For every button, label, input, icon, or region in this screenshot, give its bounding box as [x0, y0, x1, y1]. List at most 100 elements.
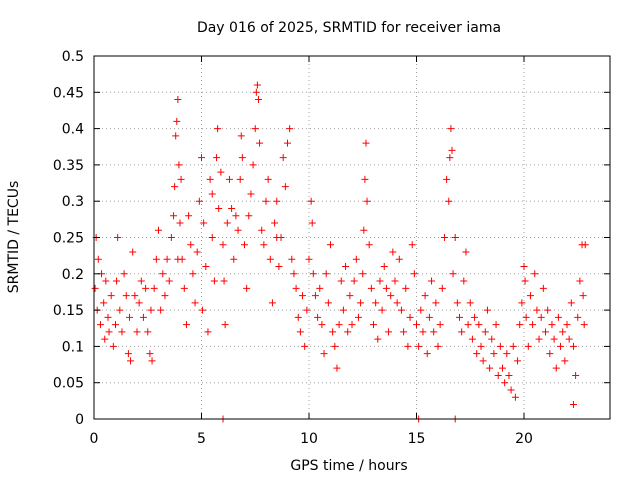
- data-point: [572, 371, 580, 379]
- data-point: [204, 328, 212, 336]
- data-point: [96, 321, 104, 329]
- data-point: [526, 292, 534, 300]
- data-point: [299, 292, 307, 300]
- data-point: [449, 270, 457, 278]
- data-point: [557, 342, 565, 350]
- data-point: [565, 335, 573, 343]
- data-point: [378, 306, 386, 314]
- data-point: [232, 212, 240, 220]
- data-point: [214, 125, 222, 133]
- data-point: [477, 342, 485, 350]
- data-point: [177, 175, 185, 183]
- data-point: [511, 393, 519, 401]
- data-point: [486, 364, 494, 372]
- data-point: [137, 277, 145, 285]
- data-point: [385, 328, 393, 336]
- data-point: [290, 270, 298, 278]
- data-point: [163, 255, 171, 263]
- data-point: [329, 328, 337, 336]
- data-point: [546, 350, 554, 358]
- x-tick-label: 0: [90, 431, 99, 447]
- data-point: [101, 335, 109, 343]
- data-point: [146, 350, 154, 358]
- y-tick-label: 0.2: [62, 267, 84, 283]
- data-point: [354, 313, 362, 321]
- data-point: [268, 299, 276, 307]
- data-point: [430, 328, 438, 336]
- data-point: [410, 270, 418, 278]
- data-point: [445, 197, 453, 205]
- data-point: [230, 255, 238, 263]
- data-point: [144, 328, 152, 336]
- data-point: [550, 335, 558, 343]
- y-tick-label: 0: [75, 412, 84, 428]
- data-point: [542, 328, 549, 336]
- data-point: [376, 277, 384, 285]
- data-point: [171, 183, 179, 191]
- data-point: [116, 306, 124, 314]
- data-point: [361, 175, 369, 183]
- data-point: [185, 212, 193, 220]
- data-point: [198, 154, 205, 162]
- data-point: [281, 183, 289, 191]
- data-point: [518, 299, 526, 307]
- data-point: [537, 313, 545, 321]
- data-point: [236, 175, 244, 183]
- x-tick-label: 20: [515, 431, 533, 447]
- data-point: [507, 386, 515, 394]
- data-point: [213, 154, 221, 162]
- data-point: [113, 277, 121, 285]
- data-point: [135, 299, 143, 307]
- data-point: [208, 190, 216, 198]
- data-point: [363, 197, 371, 205]
- data-point: [391, 277, 399, 285]
- data-point: [516, 321, 524, 329]
- data-point: [100, 299, 108, 307]
- data-point: [200, 219, 208, 227]
- data-point: [247, 190, 255, 198]
- data-point: [180, 284, 188, 292]
- y-axis-label: SRMTID / TECUs: [6, 181, 22, 294]
- data-point: [107, 292, 115, 300]
- data-point: [266, 255, 274, 263]
- data-point: [344, 328, 352, 336]
- data-point: [165, 277, 173, 285]
- data-point: [544, 306, 552, 314]
- data-point: [125, 313, 133, 321]
- data-point: [521, 277, 529, 285]
- data-point: [488, 335, 496, 343]
- data-point: [389, 248, 397, 256]
- data-point: [434, 342, 442, 350]
- data-point: [129, 248, 137, 256]
- y-tick-labels: 0 0.05 0.1 0.15 0.2 0.25 0.3 0.35 0.4 0.45 0.5: [53, 49, 84, 428]
- x-tick-labels: 0 5 10 15 20: [90, 431, 533, 447]
- data-point: [124, 350, 132, 358]
- data-point: [520, 263, 528, 271]
- data-point: [221, 321, 229, 329]
- data-point: [199, 306, 207, 314]
- data-point: [273, 234, 281, 241]
- data-point: [406, 313, 414, 321]
- data-point: [460, 277, 468, 285]
- y-tick-label: 0.35: [53, 158, 84, 174]
- data-point: [305, 255, 313, 263]
- data-point: [539, 284, 547, 292]
- data-point: [320, 350, 328, 358]
- data-point: [167, 234, 175, 241]
- data-point: [237, 132, 245, 140]
- data-point: [296, 328, 304, 336]
- data-point: [367, 284, 375, 292]
- data-point: [150, 284, 158, 292]
- data-point: [567, 299, 575, 307]
- data-point: [309, 270, 317, 278]
- data-point: [102, 277, 110, 285]
- data-point: [219, 241, 227, 249]
- data-point: [492, 321, 500, 329]
- data-point: [318, 321, 326, 329]
- data-point: [91, 284, 99, 292]
- data-point: [425, 313, 433, 321]
- data-point: [292, 284, 300, 292]
- data-point: [94, 255, 102, 263]
- data-point: [395, 255, 403, 263]
- data-point: [303, 306, 311, 314]
